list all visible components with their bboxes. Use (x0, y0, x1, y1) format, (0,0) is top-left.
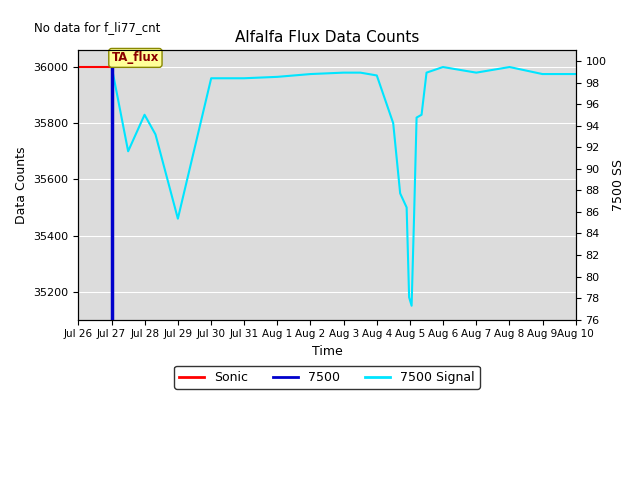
X-axis label: Time: Time (312, 345, 342, 358)
Legend: Sonic, 7500, 7500 Signal: Sonic, 7500, 7500 Signal (174, 366, 480, 389)
Y-axis label: 7500 SS: 7500 SS (612, 159, 625, 211)
Title: Alfalfa Flux Data Counts: Alfalfa Flux Data Counts (235, 30, 419, 45)
Y-axis label: Data Counts: Data Counts (15, 146, 28, 224)
Text: No data for f_li77_cnt: No data for f_li77_cnt (34, 21, 160, 34)
Text: TA_flux: TA_flux (112, 51, 159, 64)
